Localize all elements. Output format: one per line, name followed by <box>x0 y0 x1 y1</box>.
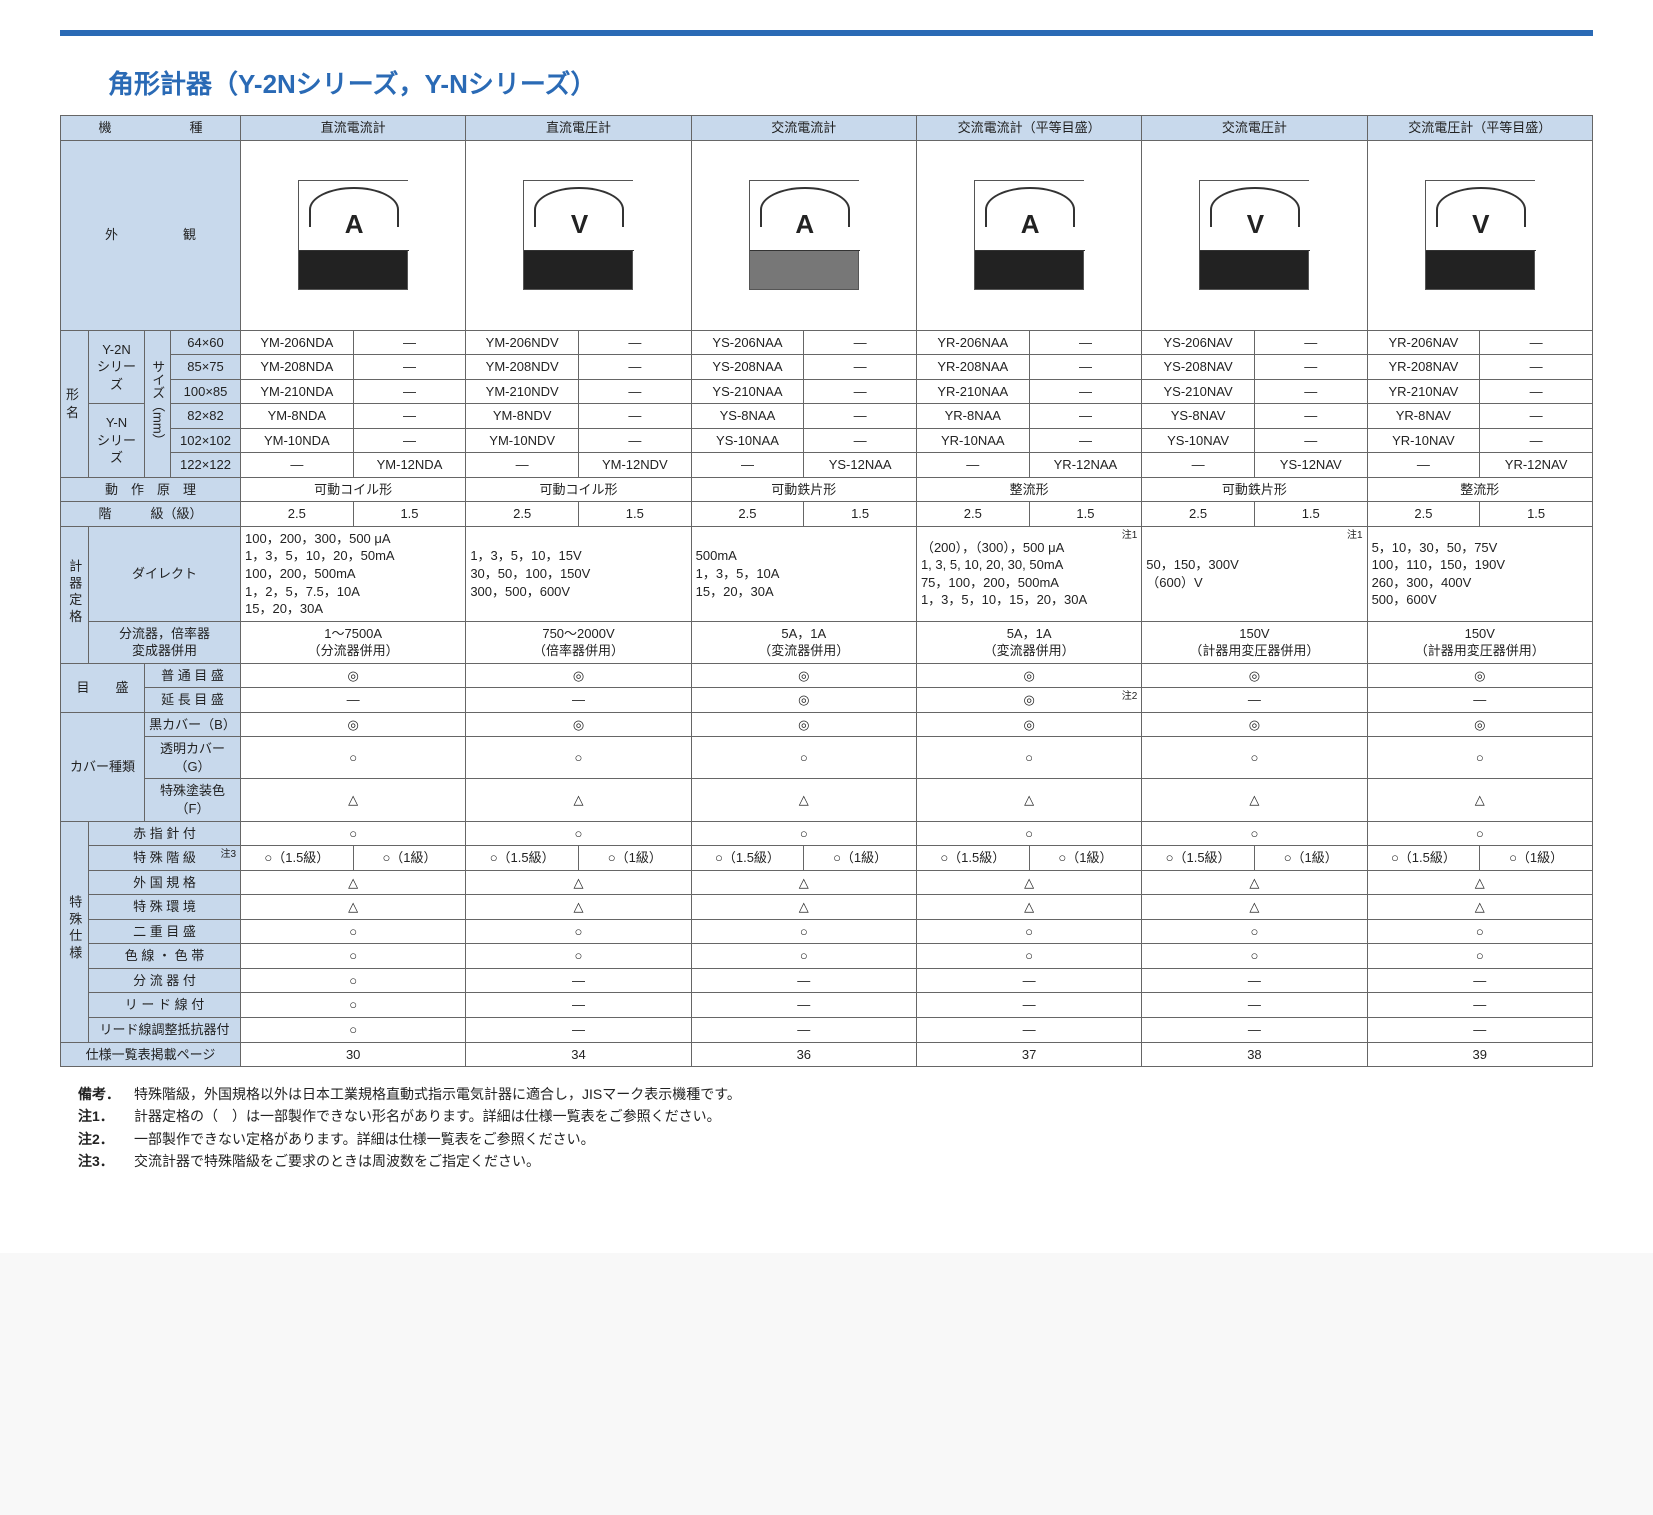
note-bikou-label: 備考． <box>78 1083 134 1105</box>
size-0: 64×60 <box>171 330 241 355</box>
note1-label: 注1． <box>78 1105 134 1127</box>
yn-label: Y-N シリーズ <box>89 404 145 478</box>
meter-4: V <box>1142 140 1367 330</box>
note2-label: 注2． <box>78 1128 134 1150</box>
special-row-5: 色 線 ・ 色 帯 ○○○○○○ <box>61 944 1593 969</box>
rating-group: 計器定格 <box>61 526 89 663</box>
meter-1: V <box>466 140 691 330</box>
size-row-2: 100×85 YM-210NDA— YM-210NDV— YS-210NAA— … <box>61 379 1593 404</box>
principle-row: 動 作 原 理 可動コイル形 可動コイル形 可動鉄片形 整流形 可動鉄片形 整流… <box>61 477 1593 502</box>
size-row-0: 形名 Y-2N シリーズ サイズ（mm） 64×60 YM-206NDA— YM… <box>61 330 1593 355</box>
header-col-0: 直流電流計 <box>241 116 466 141</box>
note2-text: 一部製作できない定格があります。詳細は仕様一覧表をご参照ください。 <box>134 1131 595 1147</box>
special-row-last: リード線調整抵抗器付 ○————— <box>61 1017 1593 1042</box>
rating-direct-row: 計器定格 ダイレクト 100，200，300，500 μA 1，3，5，10，2… <box>61 526 1593 621</box>
appearance-label: 外 観 <box>61 140 241 330</box>
scale-row-1: 延 長 目 盛 — — ◎ ◎注2 — — <box>61 688 1593 713</box>
spec-table: 機 種 直流電流計 直流電圧計 交流電流計 交流電流計（平等目盛） 交流電圧計 … <box>60 115 1593 1067</box>
special-row-4: 二 重 目 盛 ○○○○○○ <box>61 919 1593 944</box>
size-row-5: 122×122 —YM-12NDA —YM-12NDV —YS-12NAA —Y… <box>61 453 1593 478</box>
special-row-3: 特 殊 環 境 △△△△△△ <box>61 895 1593 920</box>
note-bikou-text: 特殊階級，外国規格以外は日本工業規格直動式指示電気計器に適合し，JISマーク表示… <box>134 1086 741 1102</box>
header-col-1: 直流電圧計 <box>466 116 691 141</box>
notes: 備考．特殊階級，外国規格以外は日本工業規格直動式指示電気計器に適合し，JISマー… <box>78 1083 1593 1173</box>
y2n-label: Y-2N シリーズ <box>89 330 145 404</box>
keimei-label: 形名 <box>61 330 89 477</box>
special-row-0: 特殊仕様 赤 指 針 付 ○○○○○○ <box>61 821 1593 846</box>
meter-0: A <box>241 140 466 330</box>
size-row-4: 102×102 YM-10NDA— YM-10NDV— YS-10NAA— YR… <box>61 428 1593 453</box>
note3-text: 交流計器で特殊階級をご要求のときは周波数をご指定ください。 <box>134 1153 540 1169</box>
page: 角形計器（Y-2Nシリーズ，Y-Nシリーズ） 機 種 直流電流計 直流電圧計 交… <box>0 0 1653 1253</box>
special-row-2: 外 国 規 格 △△△△△△ <box>61 870 1593 895</box>
scale-row-0: 目 盛 普 通 目 盛 ◎ ◎ ◎ ◎ ◎ ◎ <box>61 663 1593 688</box>
appearance-row: 外 観 A V A A V V <box>61 140 1593 330</box>
meter-3: A <box>916 140 1141 330</box>
rating-ext-row: 分流器，倍率器 変成器併用 1～7500A （分流器併用） 750～2000V … <box>61 621 1593 663</box>
cover-row-1: 透明カバー（G） ○○○○○○ <box>61 737 1593 779</box>
size-row-3: Y-N シリーズ 82×82 YM-8NDA— YM-8NDV— YS-8NAA… <box>61 404 1593 429</box>
size-label: サイズ（mm） <box>145 330 171 477</box>
header-row: 機 種 直流電流計 直流電圧計 交流電流計 交流電流計（平等目盛） 交流電圧計 … <box>61 116 1593 141</box>
special-row-6: 分 流 器 付 ○————— <box>61 968 1593 993</box>
cover-row-2: 特殊塗装色（F） △△△△△△ <box>61 779 1593 821</box>
header-col-5: 交流電圧計（平等目盛） <box>1367 116 1592 141</box>
meter-5: V <box>1367 140 1592 330</box>
header-col-3: 交流電流計（平等目盛） <box>916 116 1141 141</box>
meter-2: A <box>691 140 916 330</box>
page-row: 仕様一覧表掲載ページ 30 34 36 37 38 39 <box>61 1042 1593 1067</box>
class-row: 階 級（級） 2.51.5 2.51.5 2.51.5 2.51.5 2.51.… <box>61 502 1593 527</box>
note1-text: 計器定格の（ ）は一部製作できない形名があります。詳細は仕様一覧表をご参照くださ… <box>134 1108 721 1124</box>
header-col-4: 交流電圧計 <box>1142 116 1367 141</box>
cover-row-0: カバー種類 黒カバー（B） ◎◎◎◎◎◎ <box>61 712 1593 737</box>
note3-label: 注3． <box>78 1150 134 1172</box>
special-row-1: 特 殊 階 級注3 ○（1.5級）○（1級） ○（1.5級）○（1級） ○（1.… <box>61 846 1593 871</box>
special-row-7: リ ー ド 線 付 ○————— <box>61 993 1593 1018</box>
top-rule <box>60 30 1593 36</box>
page-title: 角形計器（Y-2Nシリーズ，Y-Nシリーズ） <box>108 64 1593 101</box>
size-row-1: 85×75 YM-208NDA— YM-208NDV— YS-208NAA— Y… <box>61 355 1593 380</box>
header-kisyu: 機 種 <box>61 116 241 141</box>
header-col-2: 交流電流計 <box>691 116 916 141</box>
